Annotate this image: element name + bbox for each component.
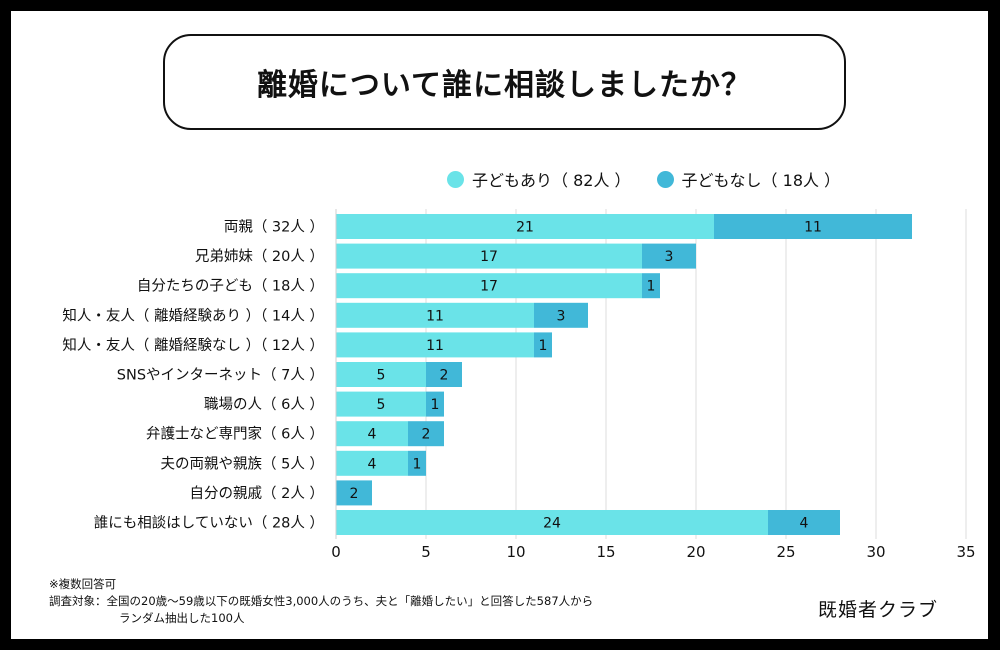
footnote-line-3: ランダム抽出した100人 [119, 611, 245, 625]
bar-segment [768, 510, 840, 535]
data-label: 5 [377, 397, 386, 413]
bar-segment [534, 302, 588, 328]
data-label: 1 [413, 456, 422, 472]
bar-segment [714, 214, 912, 239]
data-label: 2 [440, 368, 449, 384]
footnote-line-2: 調査対象：全国の20歳〜59歳以下の既婚女性3,000人のうち、夫と「離婚したい… [49, 594, 594, 608]
bar-segment [408, 421, 444, 447]
data-label: 5 [377, 368, 386, 384]
legend-swatch-with-children [447, 170, 464, 188]
bar-segment [336, 332, 534, 358]
chart-card: 離婚について誰に相談しましたか？ 子どもあり（ 82人 ） 子どもなし（ 18人… [11, 11, 988, 639]
category-label: 誰にも相談はしていない（ 28人 ） [94, 515, 324, 532]
bar-segment [336, 243, 642, 269]
category-label: 両親（ 32人 ） [224, 219, 324, 236]
legend-label-without-children: 子どもなし（ 18人 ） [681, 171, 841, 190]
bar-segment [336, 510, 768, 535]
data-label: 3 [665, 249, 674, 265]
legend-item-with-children: 子どもあり（ 82人 ） [447, 167, 631, 191]
data-label: 11 [426, 338, 444, 354]
data-label: 21 [516, 220, 534, 236]
bar-segment [336, 273, 642, 299]
bar-segment [336, 421, 408, 447]
x-tick-label: 30 [866, 543, 885, 561]
x-tick-label: 0 [331, 543, 341, 561]
category-label: 夫の両親や親族（ 5人 ） [161, 455, 324, 472]
x-tick-label: 20 [686, 543, 705, 561]
data-label: 17 [480, 279, 498, 295]
category-label: 知人・友人（ 離婚経験あり ）（ 14人 ） [62, 306, 324, 324]
bar-segment [642, 273, 660, 299]
category-label: SNSやインターネット（ 7人 ） [117, 367, 324, 384]
x-tick-label: 15 [596, 543, 615, 561]
data-label: 4 [368, 456, 377, 472]
x-tick-label: 35 [956, 543, 975, 561]
x-tick-label: 5 [421, 543, 431, 561]
data-label: 17 [480, 249, 498, 265]
legend-item-without-children: 子どもなし（ 18人 ） [656, 167, 841, 191]
data-label: 24 [543, 516, 561, 532]
title-box: 離婚について誰に相談しましたか？ [163, 34, 846, 130]
bar-segment [336, 391, 426, 417]
legend-swatch-without-children [656, 170, 674, 188]
category-label: 自分の親戚（ 2人 ） [190, 485, 324, 502]
bar-segment [426, 362, 462, 387]
bar-segment [408, 450, 426, 476]
x-tick-label: 25 [776, 543, 795, 561]
legend: 子どもあり（ 82人 ） 子どもなし（ 18人 ） [447, 167, 840, 191]
bar-segment [336, 480, 372, 506]
category-label: 知人・友人（ 離婚経験なし ）（ 12人 ） [62, 336, 324, 354]
data-label: 4 [368, 427, 377, 443]
data-label: 2 [422, 427, 431, 443]
category-label: 弁護士など専門家（ 6人 ） [146, 426, 324, 443]
data-label: 11 [804, 220, 822, 236]
category-label: 自分たちの子ども（ 18人 ） [137, 278, 324, 295]
bar-segment [336, 302, 534, 328]
x-tick-label: 10 [506, 543, 525, 561]
bar-segment [336, 362, 426, 387]
chart-title: 離婚について誰に相談しましたか？ [256, 68, 753, 103]
category-label: 職場の人（ 6人 ） [204, 396, 324, 413]
bar-segment [534, 332, 552, 358]
bar-segment [426, 391, 444, 417]
data-label: 1 [647, 279, 656, 295]
legend-label-with-children: 子どもあり（ 82人 ） [472, 171, 631, 190]
data-label: 11 [426, 308, 444, 324]
bar-segment [336, 450, 408, 476]
bar-segment [642, 243, 696, 269]
brand-name: 既婚者クラブ [817, 599, 938, 621]
footnote-line-1: ※複数回答可 [49, 577, 117, 591]
footnote: ※複数回答可 調査対象：全国の20歳〜59歳以下の既婚女性3,000人のうち、夫… [49, 576, 593, 627]
data-label: 4 [800, 516, 809, 532]
data-label: 1 [539, 338, 548, 354]
data-label: 2 [350, 486, 359, 502]
data-label: 3 [557, 308, 566, 324]
bar-segment [336, 214, 714, 239]
category-label: 兄弟姉妹（ 20人 ） [195, 248, 324, 265]
data-label: 1 [431, 397, 440, 413]
